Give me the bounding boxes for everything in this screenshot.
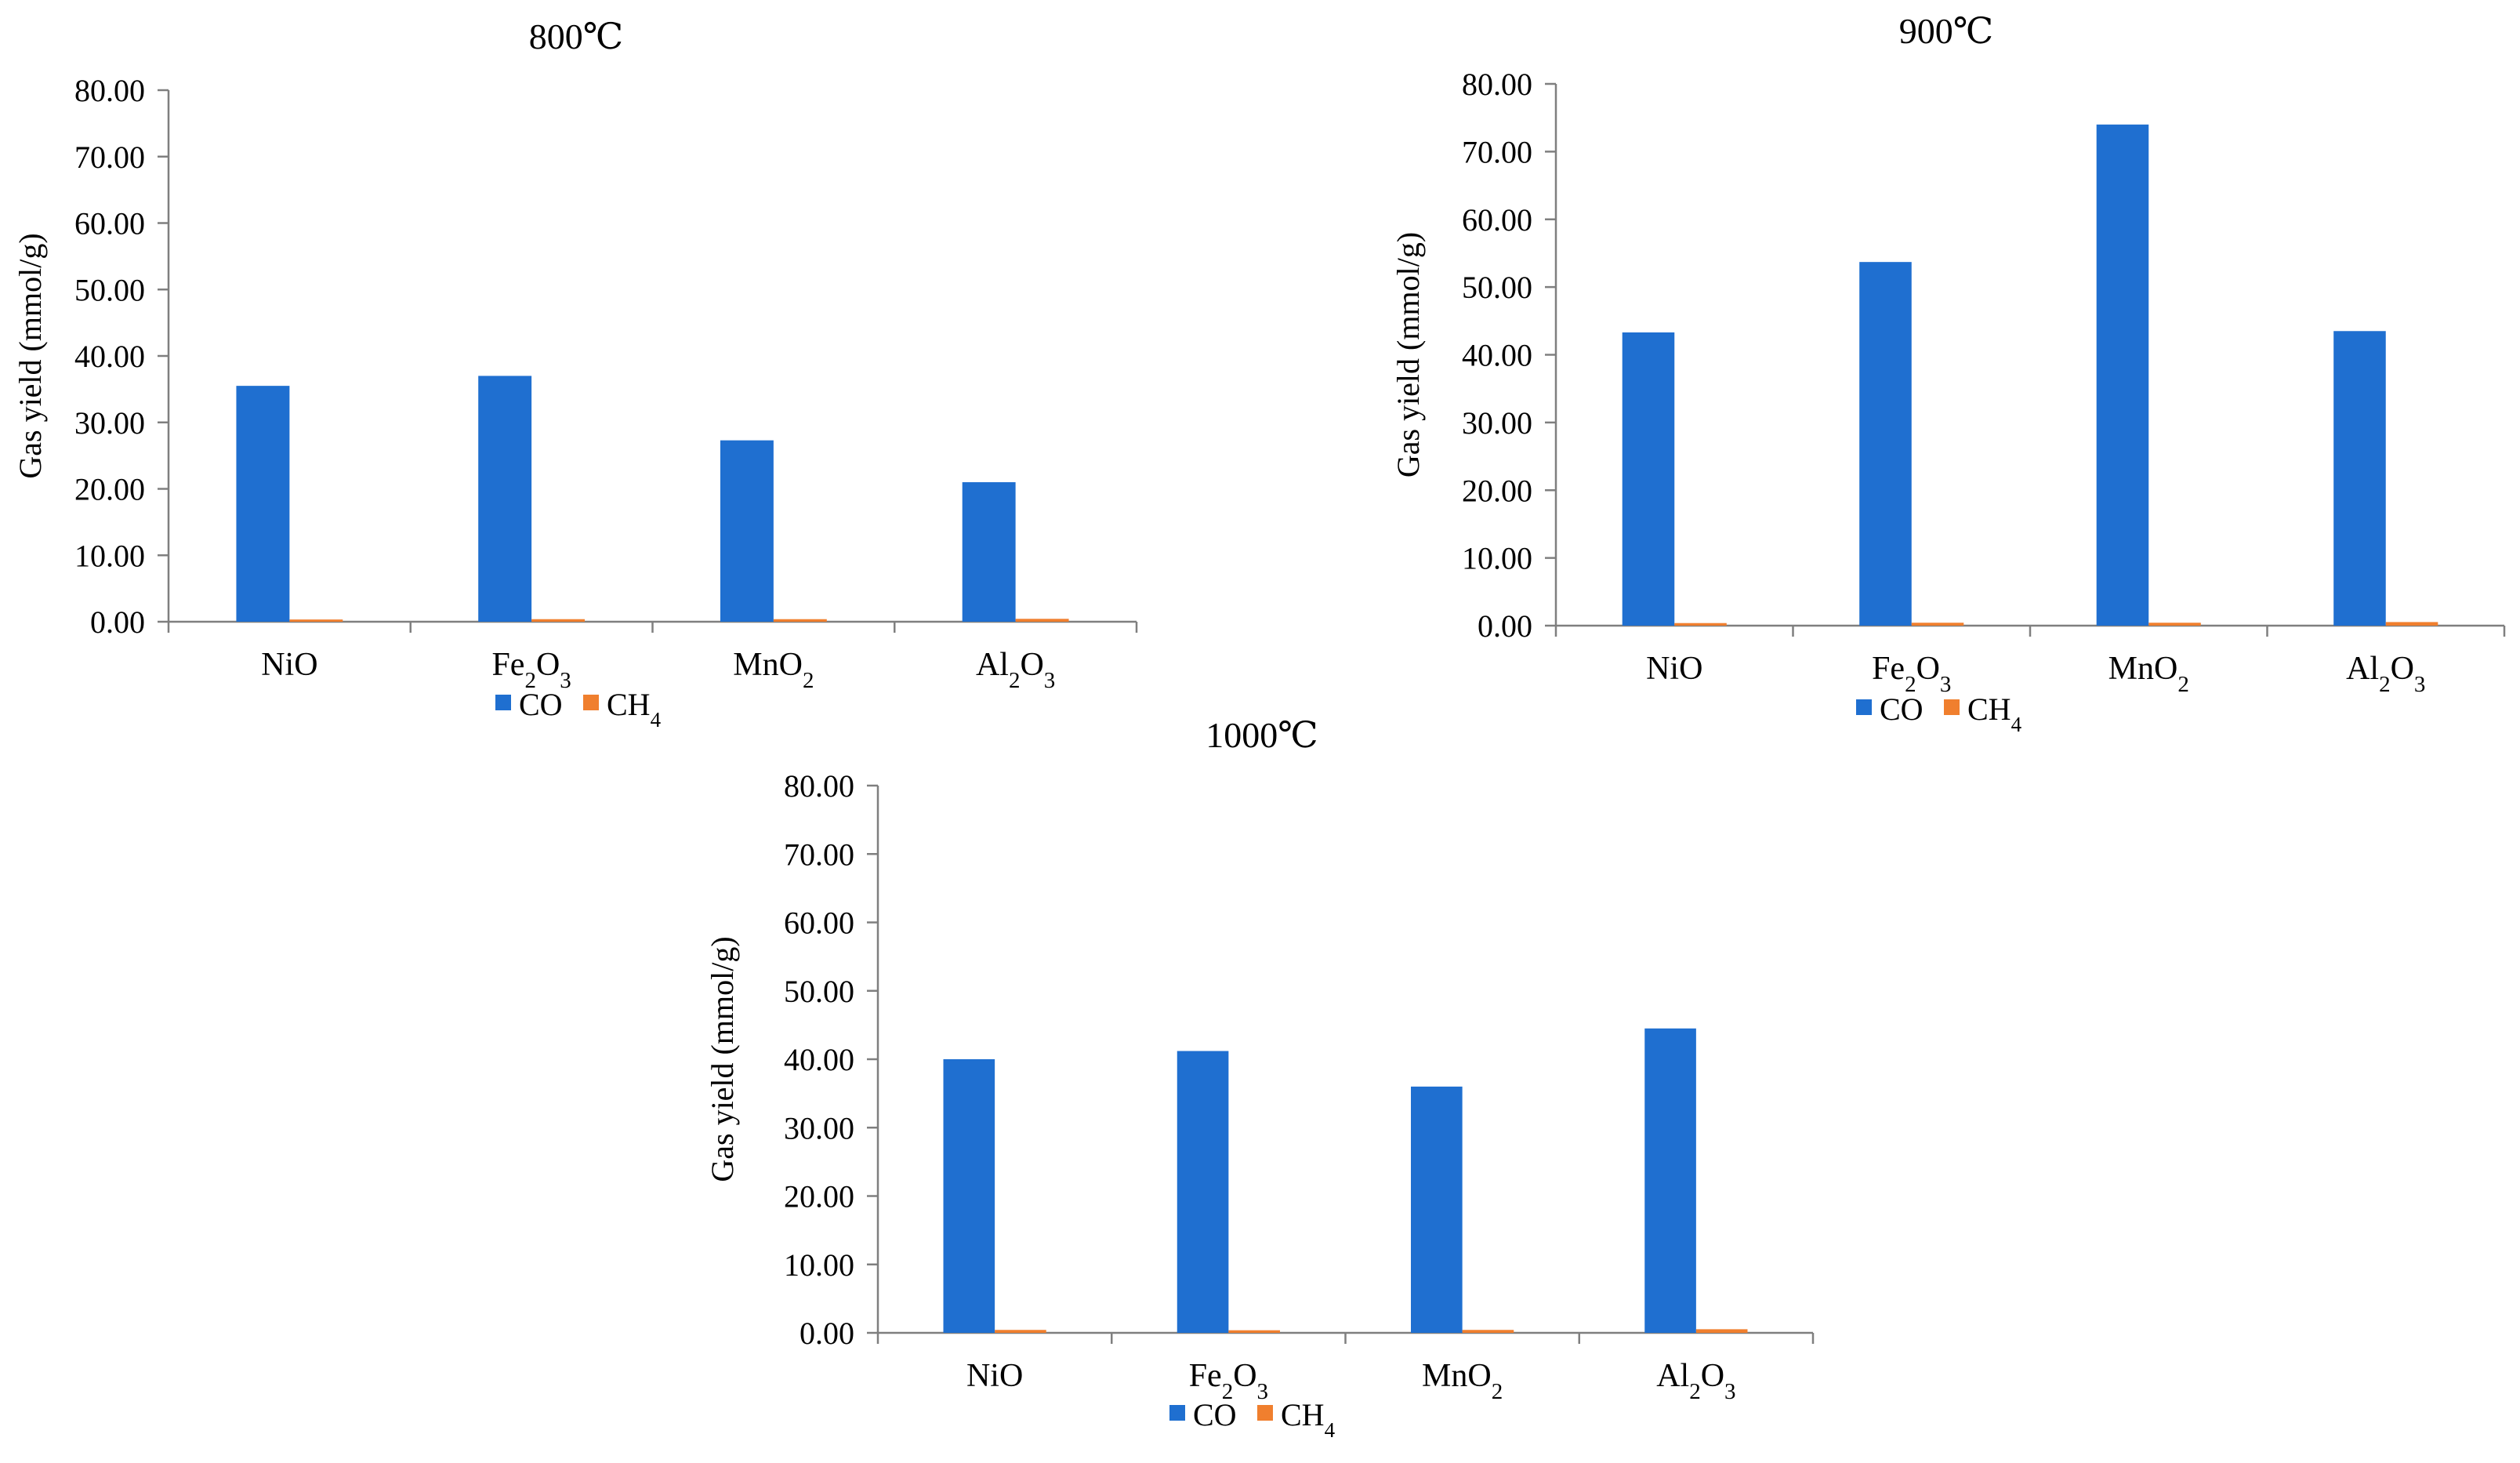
x-tick-label: Al2O3 <box>2346 651 2425 697</box>
y-axis-label: Gas yield (mmol/g) <box>13 233 48 478</box>
legend-swatch-ch4 <box>583 695 599 710</box>
x-tick-label: Fe2O3 <box>1189 1358 1268 1404</box>
y-tick-label: 70.00 <box>784 837 854 872</box>
y-tick-label: 80.00 <box>784 768 854 804</box>
y-tick-label: 10.00 <box>784 1247 854 1283</box>
bar-co <box>2096 124 2149 626</box>
y-tick-label: 20.00 <box>74 472 145 507</box>
y-tick-label: 80.00 <box>1462 67 1532 102</box>
x-tick-label: Al2O3 <box>976 647 1055 693</box>
bar-ch4 <box>531 619 586 622</box>
y-tick-label: 60.00 <box>1462 202 1532 238</box>
legend-label: CH4 <box>1967 692 2022 736</box>
bar-co <box>1411 1086 1463 1333</box>
x-tick-label: MnO2 <box>1422 1358 1503 1404</box>
legend-swatch-co <box>495 695 511 710</box>
legend-swatch-ch4 <box>1257 1405 1273 1421</box>
bar-co <box>1177 1051 1229 1333</box>
y-tick-label: 20.00 <box>1462 473 1532 508</box>
y-tick-label: 0.00 <box>90 604 145 640</box>
y-tick-label: 80.00 <box>74 73 145 108</box>
chart-title: 900℃ <box>1899 11 1993 51</box>
legend-label: CO <box>1193 1397 1237 1432</box>
legend-label: CO <box>1880 692 1924 727</box>
y-tick-label: 10.00 <box>1462 541 1532 576</box>
legend-label: CH4 <box>607 687 662 732</box>
legend-swatch-co <box>1856 699 1872 715</box>
legend-swatch-co <box>1169 1405 1185 1421</box>
x-tick-label: Al2O3 <box>1656 1358 1735 1404</box>
legend-label: CH4 <box>1281 1397 1336 1442</box>
y-tick-label: 10.00 <box>74 538 145 573</box>
y-tick-label: 40.00 <box>74 339 145 374</box>
y-tick-label: 0.00 <box>1478 608 1532 644</box>
legend-swatch-ch4 <box>1944 699 1960 715</box>
bar-co <box>720 440 774 622</box>
y-tick-label: 60.00 <box>784 906 854 941</box>
bar-co <box>1644 1028 1696 1333</box>
bar-ch4 <box>1015 619 1069 622</box>
chart-2: 900℃ Gas yield (mmol/g) 0.00 10.00 20.00 30.0… <box>1391 11 2506 736</box>
legend: CO CH4 <box>1169 1397 1336 1442</box>
chart-title: 800℃ <box>529 16 623 56</box>
x-tick-label: NiO <box>1646 651 1702 687</box>
bar-ch4 <box>995 1330 1046 1333</box>
x-tick-label: MnO2 <box>2108 651 2189 697</box>
bar-ch4 <box>1228 1330 1280 1333</box>
bar-co <box>943 1059 995 1333</box>
y-tick-label: 30.00 <box>784 1110 854 1145</box>
y-axis-label: Gas yield (mmol/g) <box>1391 232 1426 477</box>
y-tick-label: 50.00 <box>74 272 145 307</box>
chart-3: 1000℃ Gas yield (mmol/g) 0.00 10.00 20.00 30.… <box>705 715 1815 1442</box>
bar-ch4 <box>289 619 343 622</box>
bar-co <box>1859 262 1912 626</box>
bar-co <box>2333 331 2386 626</box>
bar-ch4 <box>773 619 827 622</box>
y-axis-label: Gas yield (mmol/g) <box>705 936 740 1182</box>
bar-ch4 <box>2148 623 2201 626</box>
bar-ch4 <box>1911 623 1964 626</box>
legend: CO CH4 <box>495 687 662 732</box>
y-tick-label: 50.00 <box>1462 270 1532 305</box>
bar-ch4 <box>1695 1329 1748 1333</box>
x-tick-label: MnO2 <box>733 647 814 693</box>
bar-co <box>236 386 290 622</box>
bar-ch4 <box>1674 623 1727 626</box>
y-tick-label: 70.00 <box>74 140 145 175</box>
y-tick-label: 30.00 <box>74 405 145 441</box>
y-tick-label: 30.00 <box>1462 405 1532 441</box>
chart-title: 1000℃ <box>1206 715 1318 755</box>
y-tick-label: 0.00 <box>800 1316 854 1351</box>
y-tick-label: 40.00 <box>1462 338 1532 373</box>
y-tick-label: 60.00 <box>74 206 145 241</box>
chart-1: 800℃ Gas yield (mmol/g) 0.00 10.00 20.00 30.0… <box>13 16 1138 732</box>
bar-co <box>1622 332 1675 626</box>
bar-co <box>478 376 532 622</box>
y-tick-label: 40.00 <box>784 1042 854 1077</box>
legend: CO CH4 <box>1856 692 2022 736</box>
bar-ch4 <box>2385 622 2438 626</box>
bar-co <box>962 482 1016 622</box>
y-tick-label: 70.00 <box>1462 134 1532 169</box>
y-tick-label: 20.00 <box>784 1179 854 1214</box>
y-tick-label: 50.00 <box>784 974 854 1009</box>
x-tick-label: Fe2O3 <box>491 647 571 693</box>
x-tick-label: NiO <box>966 1358 1023 1394</box>
legend-label: CO <box>519 687 563 722</box>
x-tick-label: Fe2O3 <box>1872 651 1951 697</box>
x-tick-label: NiO <box>261 647 317 683</box>
bar-ch4 <box>1462 1330 1514 1333</box>
